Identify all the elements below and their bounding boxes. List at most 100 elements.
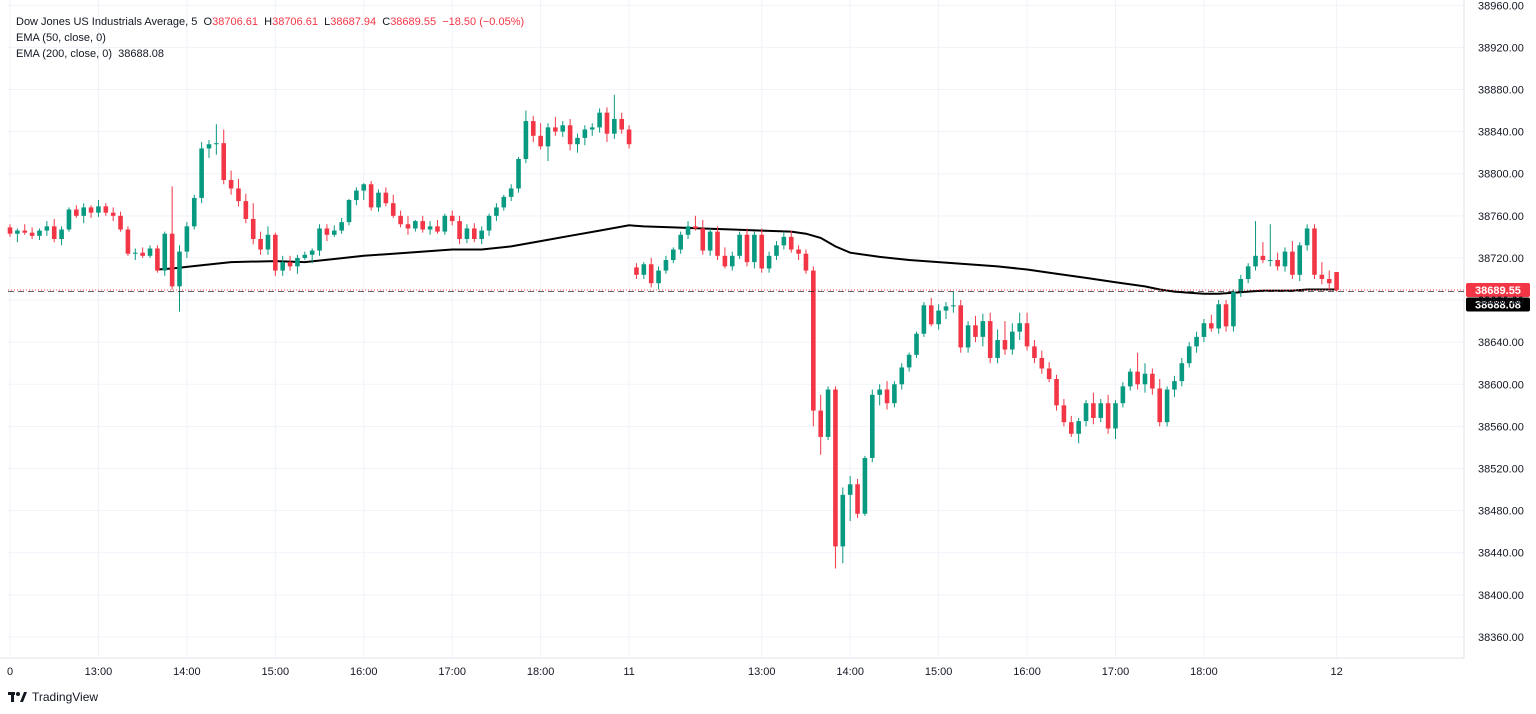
ema200-row[interactable]: EMA (200, close, 0) 38688.08	[16, 46, 524, 62]
candle[interactable]	[295, 254, 300, 274]
candle[interactable]	[648, 257, 654, 288]
candle[interactable]	[501, 194, 507, 211]
candle[interactable]	[74, 205, 79, 218]
candle[interactable]	[737, 231, 742, 259]
candle[interactable]	[317, 224, 322, 256]
candle[interactable]	[744, 228, 750, 267]
candle[interactable]	[236, 178, 241, 207]
candle[interactable]	[169, 186, 175, 290]
candle[interactable]	[1267, 224, 1273, 267]
candle[interactable]	[1253, 221, 1258, 271]
candle[interactable]	[803, 249, 809, 274]
candle[interactable]	[678, 231, 683, 254]
candle[interactable]	[1142, 363, 1148, 393]
candle[interactable]	[155, 245, 160, 273]
candle[interactable]	[221, 129, 227, 185]
candle[interactable]	[597, 108, 602, 133]
candle[interactable]	[987, 312, 993, 364]
candle[interactable]	[612, 94, 617, 139]
candle[interactable]	[44, 221, 50, 236]
candle[interactable]	[449, 210, 455, 226]
price-axis[interactable]: 38360.00 38400.00 38440.00 38480.00 38520.00…	[1478, 0, 1524, 644]
candle[interactable]	[965, 321, 971, 353]
candle[interactable]	[1186, 342, 1192, 368]
candle[interactable]	[530, 115, 536, 143]
candle[interactable]	[273, 232, 278, 276]
candle[interactable]	[685, 221, 691, 239]
candle[interactable]	[376, 189, 381, 212]
time-axis[interactable]: 0 13:00 14:00 15:00 16:00 17:00 18:00 11 13:00 14…	[7, 666, 1343, 678]
candle[interactable]	[435, 220, 440, 234]
candle[interactable]	[1024, 312, 1030, 351]
candle[interactable]	[1223, 300, 1229, 332]
candle[interactable]	[877, 384, 882, 406]
candle[interactable]	[774, 241, 779, 261]
candle[interactable]	[1135, 352, 1140, 390]
candle[interactable]	[1010, 323, 1015, 355]
candle[interactable]	[427, 221, 433, 235]
candle[interactable]	[752, 231, 757, 269]
candle[interactable]	[973, 315, 978, 343]
candle[interactable]	[825, 386, 831, 441]
candle[interactable]	[634, 263, 639, 279]
candle[interactable]	[1282, 247, 1288, 272]
candle[interactable]	[96, 200, 101, 217]
candle[interactable]	[1083, 400, 1089, 427]
candle[interactable]	[140, 247, 145, 258]
candle[interactable]	[862, 455, 868, 516]
candle[interactable]	[1098, 399, 1104, 423]
candle[interactable]	[936, 304, 941, 330]
candle[interactable]	[508, 184, 514, 202]
candle[interactable]	[243, 193, 249, 224]
candle[interactable]	[1002, 321, 1008, 355]
candle[interactable]	[575, 133, 580, 153]
candle[interactable]	[1238, 274, 1244, 297]
candle[interactable]	[339, 217, 344, 234]
candle[interactable]	[722, 247, 728, 269]
candle[interactable]	[206, 140, 212, 158]
candle[interactable]	[1046, 362, 1052, 383]
candle[interactable]	[619, 112, 625, 134]
candle[interactable]	[921, 302, 927, 337]
candle[interactable]	[1179, 357, 1185, 387]
candle[interactable]	[567, 118, 573, 151]
candle[interactable]	[766, 251, 772, 273]
candle[interactable]	[265, 226, 271, 255]
candle[interactable]	[781, 231, 787, 250]
candle[interactable]	[1172, 375, 1177, 397]
candle[interactable]	[1120, 382, 1126, 408]
candle[interactable]	[228, 170, 234, 195]
candle[interactable]	[1091, 392, 1096, 425]
candle[interactable]	[118, 211, 123, 232]
candle[interactable]	[729, 251, 735, 271]
candle[interactable]	[811, 266, 816, 427]
candle[interactable]	[15, 228, 20, 243]
candle[interactable]	[855, 479, 860, 518]
candle[interactable]	[656, 266, 661, 290]
candle[interactable]	[693, 215, 698, 231]
candle[interactable]	[214, 124, 219, 155]
candle[interactable]	[1157, 379, 1163, 427]
candle[interactable]	[1164, 386, 1170, 427]
candle[interactable]	[324, 224, 330, 242]
candle[interactable]	[943, 302, 949, 319]
candle[interactable]	[1216, 300, 1221, 334]
candle[interactable]	[1275, 252, 1280, 271]
candle[interactable]	[184, 222, 190, 258]
candle[interactable]	[280, 255, 285, 276]
candle[interactable]	[457, 215, 462, 245]
candle[interactable]	[1061, 399, 1067, 427]
candle[interactable]	[560, 121, 566, 137]
tradingview-brand[interactable]: TradingView	[8, 690, 98, 704]
candle[interactable]	[1127, 368, 1133, 391]
candle[interactable]	[1290, 241, 1295, 279]
candle[interactable]	[1260, 242, 1266, 264]
candle[interactable]	[914, 331, 919, 358]
candle[interactable]	[1245, 263, 1251, 284]
candle[interactable]	[818, 394, 823, 455]
candle[interactable]	[847, 475, 853, 522]
candle[interactable]	[604, 107, 610, 143]
candle[interactable]	[1039, 350, 1045, 374]
candle[interactable]	[707, 228, 713, 256]
candle[interactable]	[899, 363, 905, 390]
